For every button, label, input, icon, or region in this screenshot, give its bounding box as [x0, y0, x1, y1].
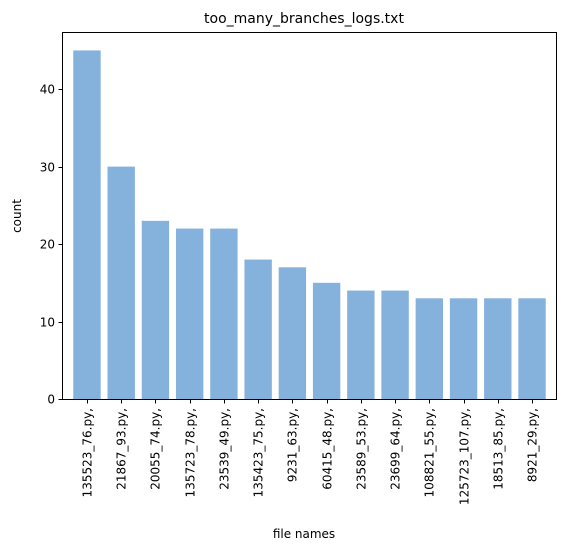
- bar-13: [518, 298, 546, 399]
- x-axis: 135523_76.py, 21867_93.py, 20055_74.py, 135…: [81, 399, 540, 505]
- bar-11: [449, 298, 478, 399]
- x-tick-label-12: 18513_85.py,: [492, 408, 506, 490]
- bar-7: [312, 282, 341, 399]
- y-tick-label-1: 10: [40, 316, 55, 330]
- y-tick-label-2: 20: [40, 238, 55, 252]
- x-tick-label-4: 23539_49.py,: [218, 408, 232, 490]
- x-tick-label-6: 9231_63.py,: [286, 408, 300, 482]
- plot-frame: [62, 32, 557, 400]
- y-axis: 0 10 20 30 40: [40, 83, 63, 407]
- bar-4: [210, 228, 238, 399]
- x-tick-label-3: 135723_78.py,: [184, 408, 198, 497]
- x-tick-label-0: 135523_76.py,: [81, 408, 95, 497]
- bar-6: [278, 267, 307, 399]
- bar-3: [175, 228, 204, 399]
- y-tick-label-3: 30: [40, 161, 55, 175]
- bar-10: [415, 298, 444, 399]
- y-tick-label-0: 0: [47, 393, 55, 407]
- bar-9: [381, 290, 409, 399]
- bar-2: [141, 220, 170, 399]
- bar-1: [107, 166, 135, 399]
- x-tick-label-7: 60415_48.py,: [321, 408, 335, 490]
- x-tick-label-5: 135423_75.py,: [252, 408, 266, 497]
- x-tick-label-9: 23699_64.py,: [389, 408, 403, 490]
- bar-12: [484, 298, 512, 399]
- bar-5: [244, 259, 272, 399]
- bars-layer: [73, 50, 546, 400]
- x-axis-label: file names: [273, 527, 335, 541]
- x-tick-label-10: 108821_55.py,: [423, 408, 437, 497]
- bar-8: [347, 290, 375, 399]
- x-tick-label-1: 21867_93.py,: [115, 408, 129, 490]
- x-tick-label-11: 125723_107.py,: [458, 408, 472, 505]
- chart-title: too_many_branches_logs.txt: [204, 11, 404, 27]
- y-tick-label-4: 40: [40, 83, 55, 97]
- x-tick-label-8: 23589_53.py,: [355, 408, 369, 490]
- bar-0: [73, 50, 101, 400]
- y-axis-label: count: [10, 199, 24, 233]
- x-tick-label-2: 20055_74.py,: [149, 408, 163, 490]
- x-tick-label-13: 8921_29.py,: [526, 408, 540, 482]
